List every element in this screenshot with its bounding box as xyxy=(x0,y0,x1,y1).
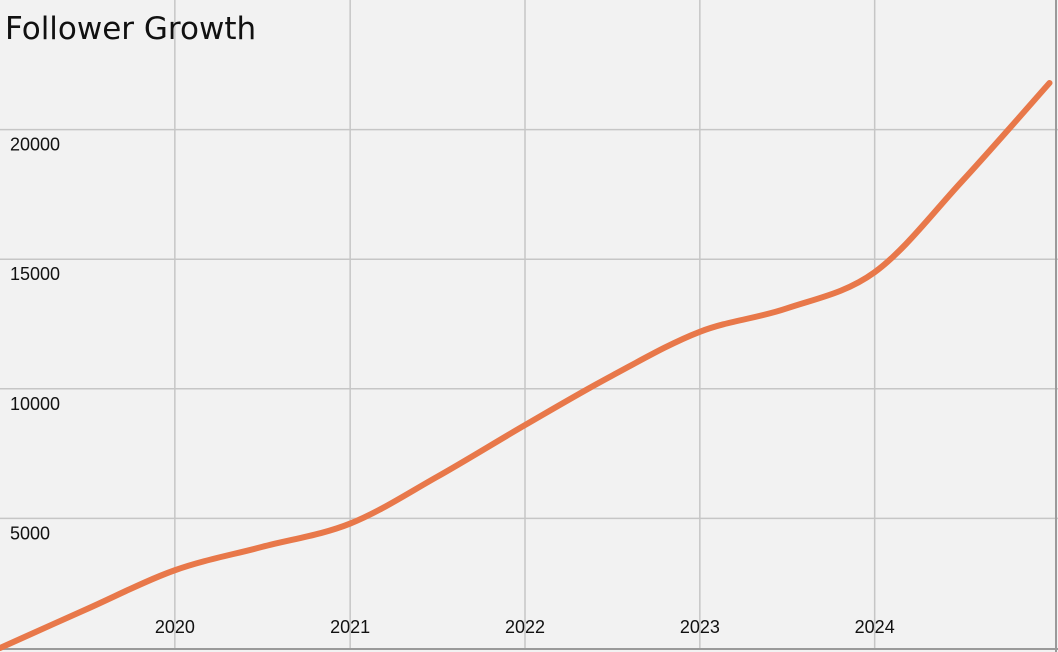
data-point-8 xyxy=(697,329,703,335)
series-line-follower-growth xyxy=(0,79,1053,651)
data-point-1 xyxy=(84,606,90,612)
label-layer: 2020 2021 2022 2023 2024 5000 10000 15000 20000 xyxy=(10,135,895,637)
data-point-3 xyxy=(259,544,265,550)
data-point-10 xyxy=(872,269,878,275)
y-tick-label-15000: 15000 xyxy=(10,264,60,284)
chart-title: Follower Growth xyxy=(5,11,256,47)
x-tick-label-2022: 2022 xyxy=(505,617,545,637)
data-point-5 xyxy=(434,474,440,480)
data-point-12 xyxy=(1047,80,1053,86)
data-point-2 xyxy=(172,567,178,573)
data-point-7 xyxy=(609,373,615,379)
series-layer xyxy=(0,79,1053,651)
data-point-11 xyxy=(959,178,965,184)
y-tick-label-10000: 10000 xyxy=(10,394,60,414)
data-point-6 xyxy=(522,422,528,428)
data-point-4 xyxy=(347,521,353,527)
x-tick-label-2021: 2021 xyxy=(330,617,370,637)
y-tick-label-20000: 20000 xyxy=(10,135,60,155)
x-tick-label-2024: 2024 xyxy=(855,617,895,637)
data-point-9 xyxy=(784,305,790,311)
x-tick-label-2020: 2020 xyxy=(155,617,195,637)
x-tick-label-2023: 2023 xyxy=(680,617,720,637)
y-tick-label-5000: 5000 xyxy=(10,523,50,543)
